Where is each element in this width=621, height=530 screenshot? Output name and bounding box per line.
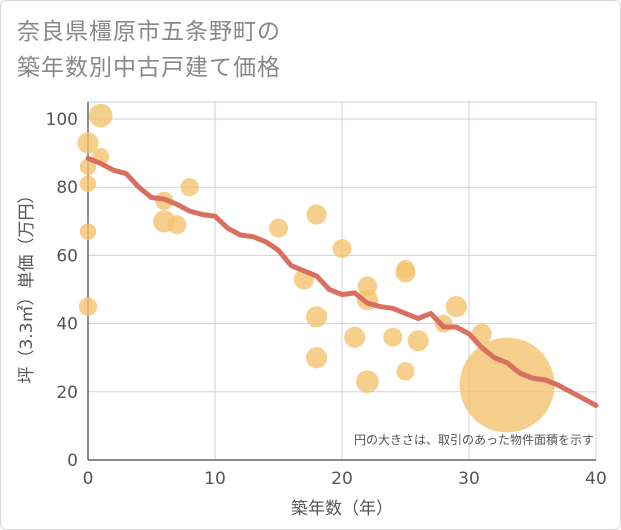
- data-point: [305, 347, 328, 369]
- data-point: [332, 239, 352, 259]
- data-point: [79, 223, 97, 240]
- y-tick-label: 60: [56, 246, 78, 266]
- y-tick-label: 80: [56, 178, 78, 198]
- data-point: [344, 326, 366, 348]
- data-point: [88, 103, 113, 128]
- data-point: [167, 215, 187, 235]
- x-tick-label: 30: [458, 469, 480, 489]
- y-tick-label: 100: [46, 110, 78, 130]
- data-point: [306, 204, 327, 225]
- axis-labels: 0 10 20 30 40 0 20 40 60 80 100 築年数（年） 坪（3.3㎡）単価（万円）…: [17, 110, 607, 519]
- data-point: [78, 297, 98, 316]
- x-tick-label: 40: [585, 469, 607, 489]
- chart-title: 奈良県橿原市五条野町の 築年数別中古戸建て価格: [17, 14, 281, 86]
- data-point: [356, 370, 379, 393]
- data-point: [79, 158, 97, 175]
- y-tick-label: 40: [56, 315, 78, 335]
- data-point: [180, 178, 199, 197]
- y-axis-label: 坪（3.3㎡）単価（万円）: [17, 186, 37, 383]
- x-tick-label: 20: [331, 469, 353, 489]
- data-point: [79, 175, 97, 193]
- size-note: 円の大きさは、取引のあった物件面積を示す: [354, 432, 594, 447]
- data-points: [77, 103, 555, 433]
- data-point: [445, 295, 467, 318]
- trend-line: [85, 155, 599, 408]
- x-tick-label: 10: [204, 469, 226, 489]
- data-point: [459, 337, 555, 433]
- x-axis-label: 築年数（年）: [291, 499, 393, 519]
- trend-line-group: [85, 155, 599, 408]
- chart-title-line-2: 築年数別中古戸建て価格: [17, 55, 281, 81]
- data-point: [396, 362, 415, 381]
- chart-title-line-1: 奈良県橿原市五条野町の: [17, 19, 281, 45]
- data-point: [305, 306, 328, 328]
- y-tick-label: 0: [67, 451, 78, 471]
- data-point: [395, 262, 416, 283]
- data-point: [407, 330, 429, 352]
- data-point: [77, 132, 99, 154]
- y-tick-label: 20: [56, 383, 78, 403]
- data-point: [269, 218, 288, 238]
- x-tick-label: 0: [83, 469, 94, 489]
- data-point: [383, 327, 403, 347]
